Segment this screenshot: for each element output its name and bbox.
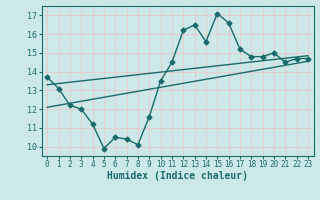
- X-axis label: Humidex (Indice chaleur): Humidex (Indice chaleur): [107, 171, 248, 181]
